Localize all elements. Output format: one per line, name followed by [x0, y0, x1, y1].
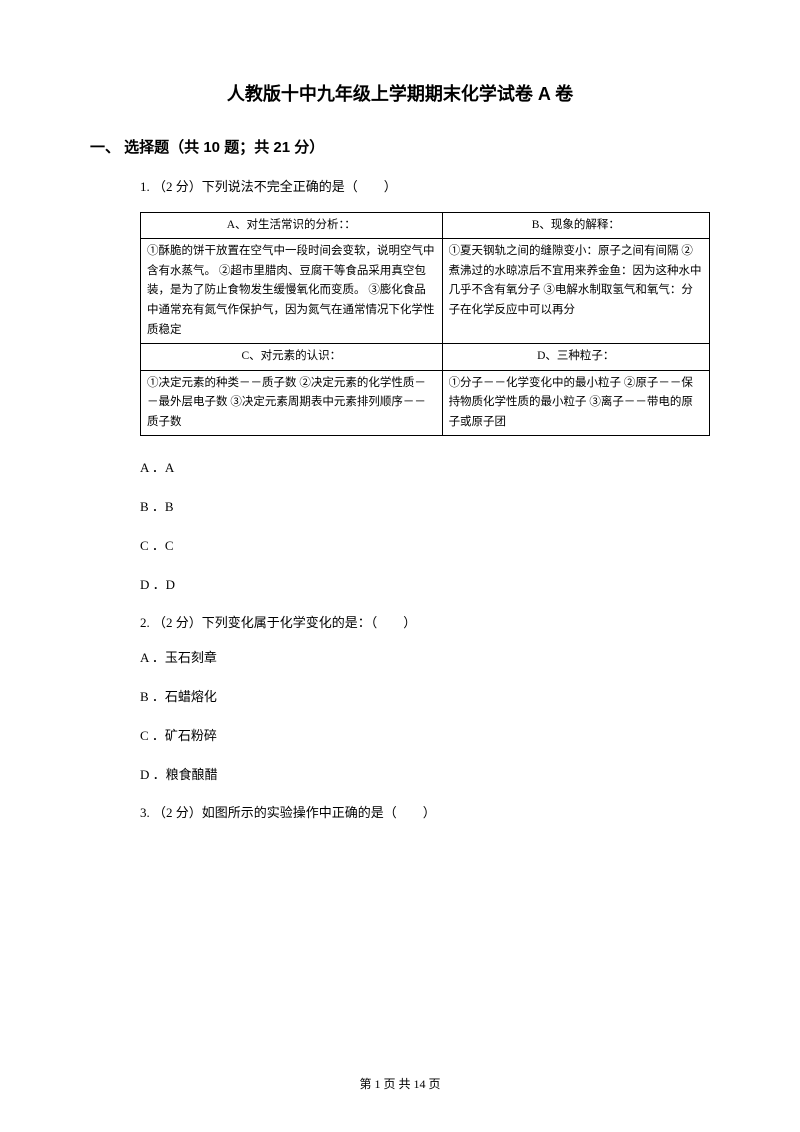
q2-num: 2.	[140, 615, 150, 630]
table-row: C、对元素的认识： D、三种粒子：	[141, 344, 710, 371]
question-2: 2. （2 分）下列变化属于化学变化的是：（ ） A ．玉石刻章 B ．石蜡熔化…	[140, 613, 710, 785]
cell-a-content: ①酥脆的饼干放置在空气中一段时间会变软，说明空气中含有水蒸气。 ②超市里腊肉、豆…	[141, 239, 443, 344]
cell-d-header: D、三种粒子：	[442, 344, 709, 371]
cell-c-content: ①决定元素的种类－－质子数 ②决定元素的化学性质－－最外层电子数 ③决定元素周期…	[141, 370, 443, 436]
q2-points: （2 分）	[153, 615, 202, 630]
question-1: 1. （2 分）下列说法不完全正确的是（ ） A、对生活常识的分析：： B、现象…	[140, 177, 710, 595]
q1-text: 1. （2 分）下列说法不完全正确的是（ ）	[140, 177, 710, 198]
page-title: 人教版十中九年级上学期期末化学试卷 A 卷	[90, 80, 710, 106]
cell-c-header: C、对元素的认识：	[141, 344, 443, 371]
footer-suffix: 页	[429, 1077, 441, 1091]
footer-page: 1	[374, 1077, 380, 1091]
footer-prefix: 第	[359, 1077, 371, 1091]
q1-num: 1.	[140, 179, 150, 194]
q2-option-d: D ．粮食酿醋	[140, 765, 710, 786]
q1-table: A、对生活常识的分析：： B、现象的解释： ①酥脆的饼干放置在空气中一段时间会变…	[140, 212, 710, 436]
q1-option-c: C ．C	[140, 536, 710, 557]
q2-stem: 下列变化属于化学变化的是：（ ）	[202, 615, 417, 630]
q2-text: 2. （2 分）下列变化属于化学变化的是：（ ）	[140, 613, 710, 634]
footer-total: 14	[414, 1077, 426, 1091]
footer-mid: 页 共	[383, 1077, 410, 1091]
cell-d-content: ①分子－－化学变化中的最小粒子 ②原子－－保持物质化学性质的最小粒子 ③离子－－…	[442, 370, 709, 436]
q1-option-a: A ．A	[140, 458, 710, 479]
page-footer: 第 1 页 共 14 页	[0, 1075, 800, 1092]
section-heading: 一、 选择题（共 10 题；共 21 分）	[90, 136, 710, 157]
cell-a-header: A、对生活常识的分析：：	[141, 212, 443, 239]
q1-option-b: B ．B	[140, 497, 710, 518]
q3-text: 3. （2 分）如图所示的实验操作中正确的是（ ）	[140, 803, 710, 824]
table-row: ①酥脆的饼干放置在空气中一段时间会变软，说明空气中含有水蒸气。 ②超市里腊肉、豆…	[141, 239, 710, 344]
q3-points: （2 分）	[153, 805, 202, 820]
q2-option-c: C ．矿石粉碎	[140, 726, 710, 747]
question-3: 3. （2 分）如图所示的实验操作中正确的是（ ）	[140, 803, 710, 824]
q2-option-b: B ．石蜡熔化	[140, 687, 710, 708]
cell-b-header: B、现象的解释：	[442, 212, 709, 239]
table-row: A、对生活常识的分析：： B、现象的解释：	[141, 212, 710, 239]
q3-num: 3.	[140, 805, 150, 820]
q2-option-a: A ．玉石刻章	[140, 648, 710, 669]
q1-option-d: D ．D	[140, 575, 710, 596]
cell-b-content: ①夏天钢轨之间的缝隙变小：原子之间有间隔 ②煮沸过的水晾凉后不宜用来养金鱼：因为…	[442, 239, 709, 344]
q1-stem: 下列说法不完全正确的是（ ）	[202, 179, 397, 194]
q3-stem: 如图所示的实验操作中正确的是（ ）	[202, 805, 436, 820]
table-row: ①决定元素的种类－－质子数 ②决定元素的化学性质－－最外层电子数 ③决定元素周期…	[141, 370, 710, 436]
q1-points: （2 分）	[153, 179, 202, 194]
